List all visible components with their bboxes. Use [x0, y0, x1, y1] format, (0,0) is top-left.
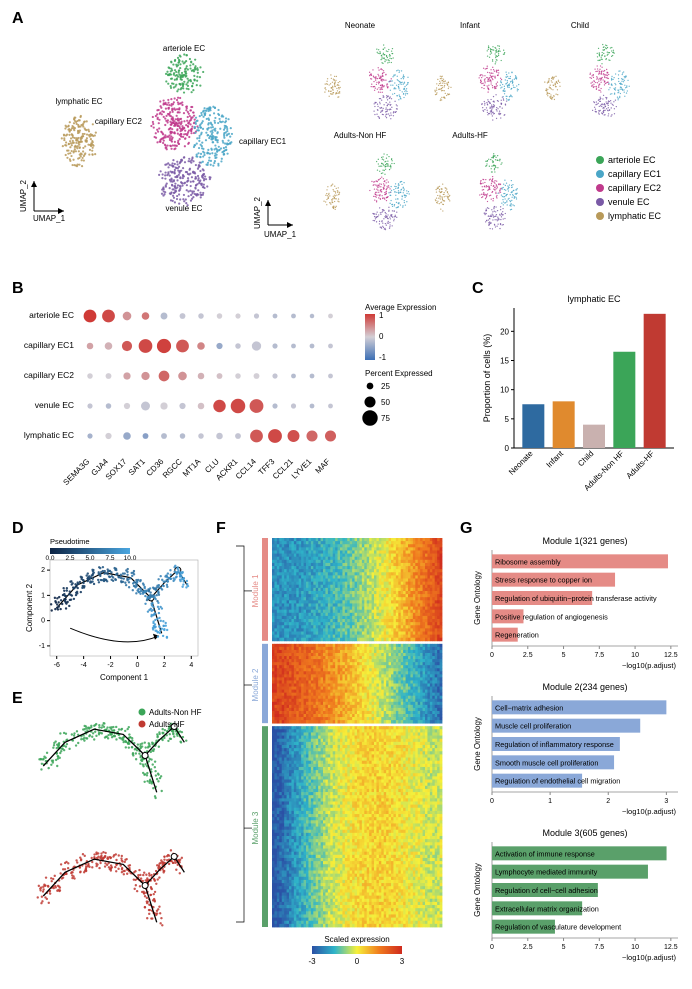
svg-text:CCL14: CCL14	[234, 457, 258, 481]
svg-text:0: 0	[136, 662, 140, 669]
svg-text:UMAP_1: UMAP_1	[33, 214, 66, 223]
svg-text:-1: -1	[379, 353, 387, 362]
svg-text:Child: Child	[571, 21, 589, 30]
panel-f-heatmap: Module 1Module 2Module 3Scaled expressio…	[228, 534, 453, 974]
panel-c-barchart: lymphatic EC 0 5 10 15 20 Proportion of cells …	[478, 292, 683, 517]
svg-text:15: 15	[500, 357, 509, 366]
svg-text:lymphatic EC: lymphatic EC	[24, 430, 74, 440]
svg-text:7.5: 7.5	[105, 555, 114, 562]
svg-text:-6: -6	[54, 662, 60, 669]
svg-text:SEMA3G: SEMA3G	[61, 457, 91, 487]
svg-text:UMAP_2: UMAP_2	[20, 179, 28, 212]
svg-text:1: 1	[379, 311, 384, 320]
svg-text:Adults-HF: Adults-HF	[452, 131, 488, 140]
svg-text:1: 1	[41, 592, 45, 599]
svg-text:MT1A: MT1A	[181, 457, 203, 479]
svg-text:50: 50	[381, 398, 390, 407]
svg-text:capillary EC1: capillary EC1	[239, 137, 287, 146]
svg-text:4: 4	[189, 662, 193, 669]
panel-b-dotplot: arteriole EC capillary EC1 capillary EC2 ve…	[20, 296, 465, 516]
svg-text:Neonate: Neonate	[345, 21, 376, 30]
svg-text:Component 2: Component 2	[25, 583, 34, 632]
panel-a-umap: UMAP_1UMAP_2lymphatic ECarteriole ECcapi…	[20, 20, 680, 280]
svg-text:arteriole EC: arteriole EC	[608, 155, 656, 165]
svg-text:-4: -4	[81, 662, 87, 669]
svg-text:2: 2	[162, 662, 166, 669]
svg-text:75: 75	[381, 414, 390, 423]
svg-text:-2: -2	[107, 662, 113, 669]
svg-text:Infant: Infant	[460, 21, 481, 30]
svg-text:10: 10	[500, 386, 509, 395]
svg-text:venule EC: venule EC	[35, 400, 74, 410]
svg-text:capillary EC1: capillary EC1	[608, 169, 661, 179]
svg-text:25: 25	[381, 382, 390, 391]
svg-text:2: 2	[41, 567, 45, 574]
svg-text:0.0: 0.0	[45, 555, 54, 562]
svg-text:Component 1: Component 1	[100, 673, 149, 682]
svg-text:SAT1: SAT1	[127, 457, 147, 477]
svg-text:lymphatic EC: lymphatic EC	[567, 294, 621, 304]
svg-text:0: 0	[505, 444, 510, 453]
svg-text:ACKR1: ACKR1	[214, 457, 240, 483]
svg-text:venule EC: venule EC	[608, 197, 650, 207]
panel-d-trajectory: -6 -4 -2 0 2 4 -1 0 1 2 Component 1 Component 2 Pseu…	[22, 532, 217, 690]
svg-text:arteriole EC: arteriole EC	[29, 310, 74, 320]
svg-text:UMAP_2: UMAP_2	[253, 196, 262, 229]
svg-text:LYVE1: LYVE1	[290, 457, 314, 481]
panel-e-trajectory-groups: Adults-Non HF Adults-HF	[22, 700, 217, 968]
svg-text:SOX17: SOX17	[104, 457, 129, 482]
svg-text:0: 0	[379, 332, 384, 341]
svg-text:lymphatic EC: lymphatic EC	[55, 97, 102, 106]
panel-g-go-bars: Module 1(321 genes)02.557.51012.5−log10(…	[470, 534, 685, 972]
svg-text:lymphatic EC: lymphatic EC	[608, 211, 662, 221]
svg-text:capillary EC2: capillary EC2	[608, 183, 661, 193]
svg-text:capillary EC1: capillary EC1	[24, 340, 74, 350]
svg-text:Child: Child	[576, 449, 595, 468]
svg-text:RGCC: RGCC	[161, 457, 184, 480]
svg-text:Adults-Non HF: Adults-Non HF	[334, 131, 387, 140]
svg-text:MAF: MAF	[314, 457, 332, 475]
svg-text:Adults-HF: Adults-HF	[625, 449, 657, 481]
svg-text:20: 20	[500, 327, 509, 336]
svg-text:10.0: 10.0	[124, 555, 137, 562]
panel-label-f: F	[216, 520, 226, 538]
svg-text:2.5: 2.5	[65, 555, 74, 562]
svg-text:Pseudotime: Pseudotime	[50, 537, 90, 546]
svg-text:Proportion of cells (%): Proportion of cells (%)	[482, 334, 492, 423]
svg-text:UMAP_1: UMAP_1	[264, 230, 297, 239]
svg-text:0: 0	[41, 618, 45, 625]
svg-text:Adults-Non HF: Adults-Non HF	[149, 708, 202, 717]
svg-text:-1: -1	[39, 643, 45, 650]
svg-text:Infant: Infant	[545, 449, 566, 470]
svg-text:Percent Expressed: Percent Expressed	[365, 369, 433, 378]
svg-text:Module 1: Module 1	[251, 574, 260, 607]
svg-text:5.0: 5.0	[85, 555, 94, 562]
svg-text:capillary EC2: capillary EC2	[24, 370, 74, 380]
svg-text:arteriole EC: arteriole EC	[163, 44, 205, 53]
svg-text:Adults-HF: Adults-HF	[149, 720, 185, 729]
svg-text:venule EC: venule EC	[166, 204, 203, 213]
svg-text:5: 5	[505, 415, 510, 424]
svg-text:capillary EC2: capillary EC2	[95, 117, 143, 126]
svg-text:Average Expression: Average Expression	[365, 303, 436, 312]
svg-text:Neonate: Neonate	[507, 449, 535, 477]
